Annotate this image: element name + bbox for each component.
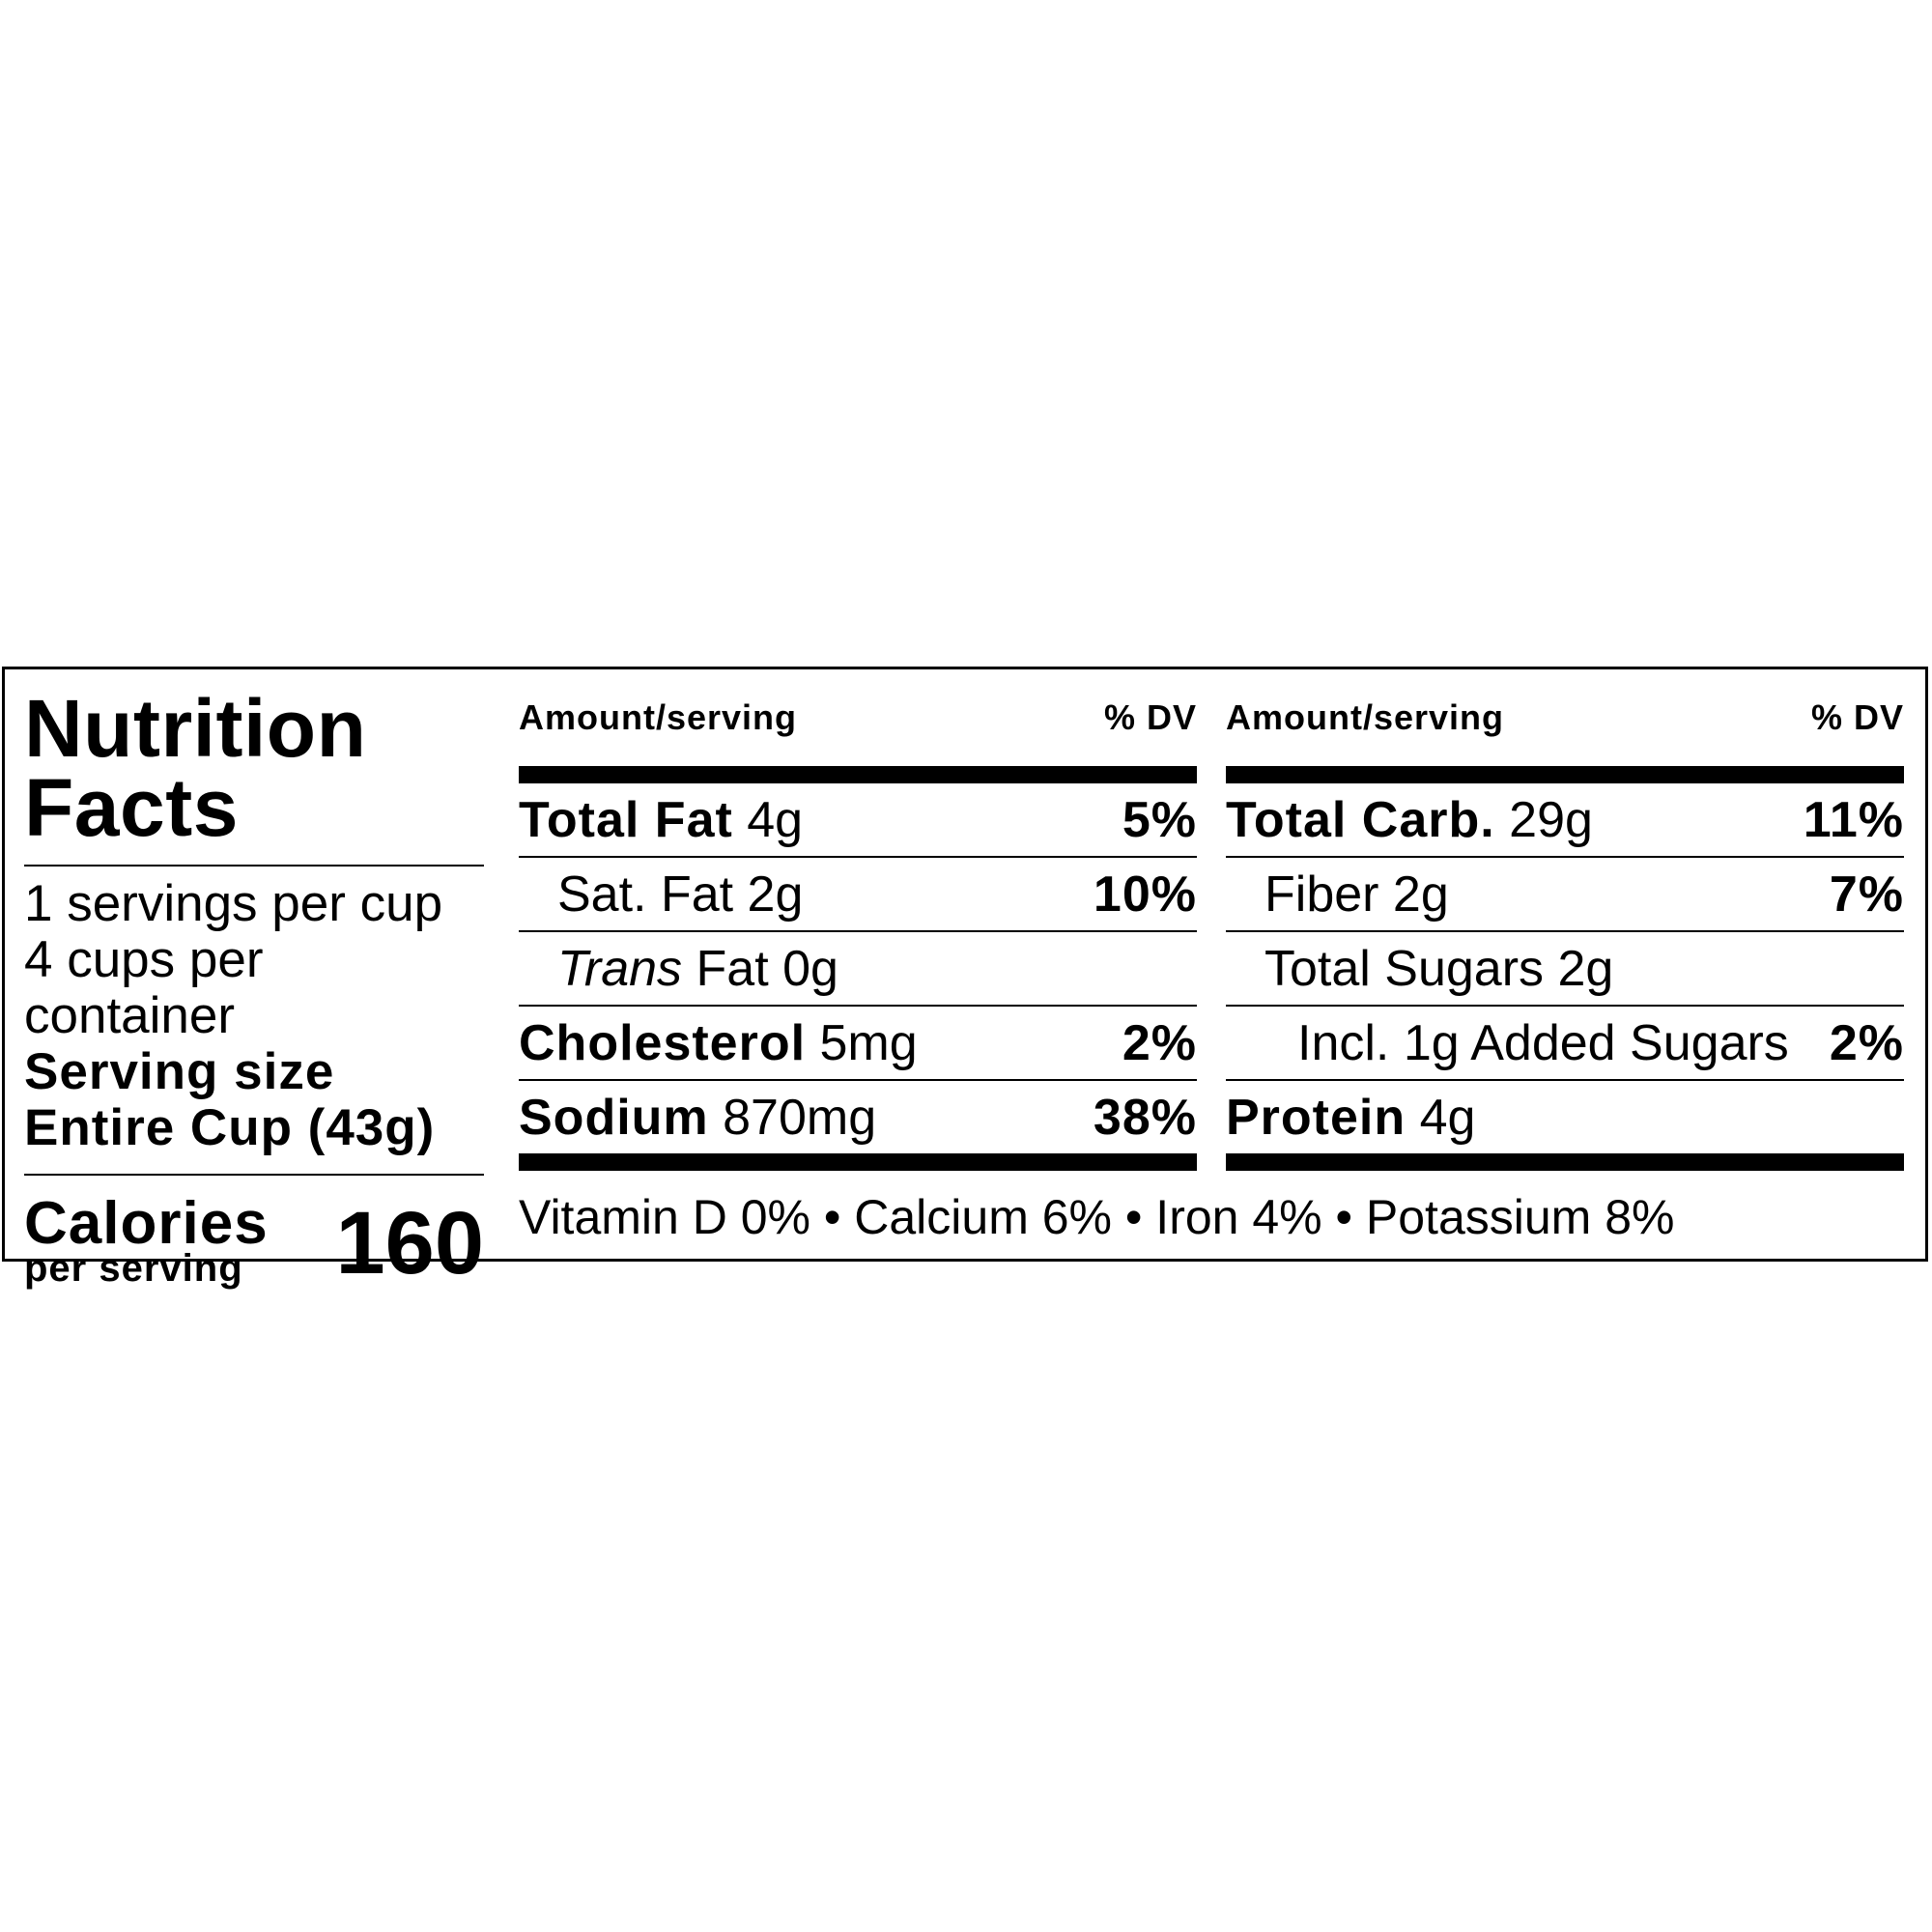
column-header: Amount/serving % DV <box>519 696 1197 739</box>
nutrient-amount: 5mg <box>806 1014 918 1071</box>
amount-per-serving-header: Amount/serving <box>1226 697 1505 737</box>
nutrient-name: Fat 0g <box>682 940 838 997</box>
nutrient-name: Total Sugars 2g <box>1264 940 1614 997</box>
nutrient-row-total-carb: Total Carb. 29g 11% <box>1226 783 1904 858</box>
nutrient-name-italic: Trans <box>557 940 683 997</box>
nutrient-name: Cholesterol <box>519 1014 807 1071</box>
nutrient-row-trans-fat: Trans Fat 0g <box>519 932 1197 1007</box>
vitamins-minerals-line: Vitamin D 0% • Calcium 6% • Iron 4% • Po… <box>519 1190 1675 1244</box>
label-left-panel: Nutrition Facts 1 servings per cup 4 cup… <box>24 683 485 1301</box>
nutrient-row-sodium: Sodium 870mg 38% <box>519 1081 1197 1153</box>
serving-size-label: Serving size <box>24 1043 335 1100</box>
calories-block: Calories per serving 160 <box>24 1190 485 1301</box>
calories-value: 160 <box>335 1194 485 1293</box>
nutrient-amount: 4g <box>732 791 804 848</box>
nutrient-amount: 870mg <box>708 1089 877 1146</box>
nutrient-name: Total Fat <box>519 791 733 848</box>
nutrient-dv: 2% <box>1122 1014 1197 1071</box>
nutrient-row-total-sugars: Total Sugars 2g <box>1226 932 1904 1007</box>
title-line-2: Facts <box>24 762 239 853</box>
thick-rule <box>1226 766 1904 783</box>
thick-rule <box>519 766 1197 783</box>
nutrient-name: Fiber 2g <box>1264 866 1449 923</box>
servings-per-cup: 1 servings per cup <box>24 875 443 932</box>
nutrient-column-2: Amount/serving % DV Total Carb. 29g 11% … <box>1226 696 1904 1171</box>
nutrient-name: Sodium <box>519 1089 709 1146</box>
nutrient-dv: 5% <box>1122 791 1197 848</box>
nutrient-dv: 38% <box>1093 1089 1197 1146</box>
nutrient-dv: 7% <box>1829 866 1904 923</box>
nutrient-name: Protein <box>1226 1089 1406 1146</box>
per-serving-label: per serving <box>24 1247 243 1290</box>
calories-label: Calories <box>24 1190 269 1257</box>
nutrient-row-total-fat: Total Fat 4g 5% <box>519 783 1197 858</box>
nutrient-row-protein: Protein 4g <box>1226 1081 1904 1153</box>
column-header: Amount/serving % DV <box>1226 696 1904 739</box>
divider <box>24 1174 484 1176</box>
nutrient-dv: 2% <box>1829 1014 1904 1071</box>
nutrient-row-cholesterol: Cholesterol 5mg 2% <box>519 1007 1197 1081</box>
thick-rule <box>519 1153 1197 1171</box>
nutrient-column-1: Amount/serving % DV Total Fat 4g 5% Sat.… <box>519 696 1197 1171</box>
percent-dv-header: % DV <box>1810 697 1904 737</box>
nutrient-amount: 4g <box>1406 1089 1476 1146</box>
nutrient-dv: 11% <box>1803 791 1904 848</box>
divider <box>24 865 484 867</box>
nutrient-row-fiber: Fiber 2g 7% <box>1226 858 1904 932</box>
nutrient-amount: 29g <box>1494 791 1593 848</box>
title-line-1: Nutrition <box>24 683 367 774</box>
cups-per-container: 4 cups per container <box>24 931 264 1044</box>
nutrition-facts-label: Nutrition Facts 1 servings per cup 4 cup… <box>2 667 1928 1292</box>
nutrient-row-added-sugars: Incl. 1g Added Sugars 2% <box>1226 1007 1904 1081</box>
nutrient-row-sat-fat: Sat. Fat 2g 10% <box>519 858 1197 932</box>
nutrient-dv: 10% <box>1093 866 1197 923</box>
serving-size-value: Entire Cup (43g) <box>24 1099 436 1156</box>
nutrient-name: Total Carb. <box>1226 791 1495 848</box>
amount-per-serving-header: Amount/serving <box>519 697 798 737</box>
percent-dv-header: % DV <box>1103 697 1197 737</box>
thick-rule <box>1226 1153 1904 1171</box>
nutrient-name: Sat. Fat 2g <box>557 866 804 923</box>
nutrient-name: Incl. 1g Added Sugars <box>1297 1014 1789 1071</box>
